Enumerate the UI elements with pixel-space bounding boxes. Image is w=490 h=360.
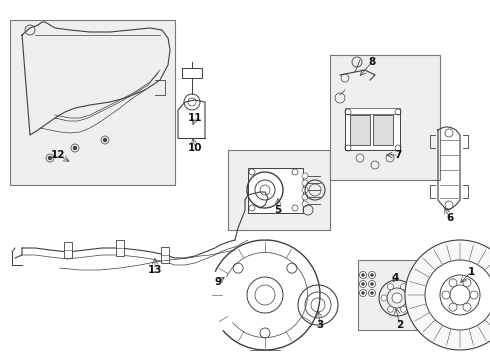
Bar (345, 110, 400, 150)
Text: 10: 10 (188, 143, 202, 153)
Text: 9: 9 (215, 277, 221, 287)
Bar (228, 150, 330, 230)
Circle shape (449, 303, 457, 311)
Circle shape (362, 292, 365, 294)
Text: 3: 3 (317, 320, 323, 330)
Circle shape (360, 280, 367, 288)
Circle shape (370, 283, 373, 285)
Text: 4: 4 (392, 273, 399, 283)
Text: 2: 2 (396, 320, 404, 330)
Circle shape (463, 279, 471, 287)
Circle shape (370, 292, 373, 294)
Circle shape (360, 289, 367, 297)
Circle shape (407, 295, 413, 301)
Text: 1: 1 (467, 267, 475, 277)
Circle shape (400, 284, 407, 290)
Bar (330, 55, 440, 180)
Bar (345, 108, 400, 114)
Bar (350, 115, 370, 145)
Circle shape (463, 303, 471, 311)
Circle shape (381, 295, 387, 301)
Circle shape (388, 284, 393, 290)
Text: 5: 5 (274, 205, 282, 215)
Circle shape (302, 187, 308, 193)
Circle shape (103, 138, 107, 142)
Text: 13: 13 (148, 265, 162, 275)
Circle shape (388, 306, 393, 312)
Circle shape (302, 180, 308, 186)
Bar (161, 247, 169, 263)
Circle shape (392, 293, 402, 303)
Text: 11: 11 (188, 113, 202, 123)
Text: 6: 6 (446, 213, 454, 223)
Circle shape (302, 201, 308, 207)
Circle shape (360, 271, 367, 279)
Text: 12: 12 (51, 150, 65, 160)
Circle shape (362, 283, 365, 285)
Circle shape (470, 291, 478, 299)
Circle shape (442, 291, 450, 299)
Circle shape (368, 289, 375, 297)
Circle shape (362, 274, 365, 276)
Circle shape (302, 194, 308, 200)
Text: 8: 8 (368, 57, 376, 67)
Circle shape (302, 173, 308, 179)
Circle shape (425, 260, 490, 330)
Bar (10, 20, 175, 185)
Circle shape (370, 274, 373, 276)
Circle shape (440, 275, 480, 315)
Text: 7: 7 (394, 150, 402, 160)
Circle shape (73, 146, 77, 150)
Circle shape (449, 279, 457, 287)
Circle shape (405, 240, 490, 350)
Circle shape (368, 271, 375, 279)
Bar (373, 115, 393, 145)
Bar (116, 240, 124, 256)
Circle shape (400, 306, 407, 312)
Bar (358, 260, 450, 330)
Bar (64, 242, 72, 258)
Circle shape (368, 280, 375, 288)
Circle shape (48, 156, 52, 160)
Bar (248, 168, 303, 213)
